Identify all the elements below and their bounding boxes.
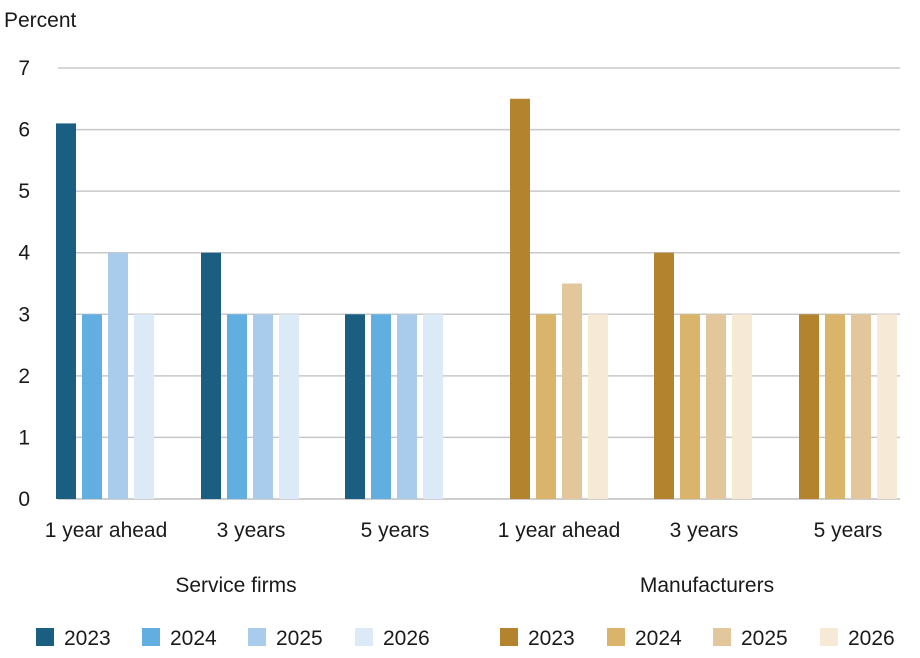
group-labels: Service firms Manufacturers [175, 574, 774, 597]
legend-label: 2024 [635, 627, 682, 650]
bar [536, 314, 556, 499]
bar [279, 314, 299, 499]
legend-swatch [36, 628, 54, 646]
x-tick-label: 1 year ahead [45, 519, 168, 542]
legend-swatch [355, 628, 373, 646]
legend-swatch [820, 628, 838, 646]
y-tick-label: 3 [18, 303, 30, 326]
bars [56, 98, 897, 500]
bar [345, 314, 365, 499]
bar [108, 252, 128, 499]
bar [134, 314, 154, 499]
bar [510, 98, 530, 500]
x-tick-labels: 1 year ahead 3 years 5 years 1 year ahead 3 … [45, 519, 883, 542]
group-label: Manufacturers [640, 574, 774, 597]
bar [877, 314, 897, 499]
bar [706, 314, 726, 499]
y-tick-label: 2 [18, 365, 30, 388]
bar [397, 314, 417, 499]
legend-label: 2023 [528, 627, 575, 650]
y-tick-label: 6 [18, 119, 30, 142]
bar [201, 252, 221, 499]
legend-swatch [713, 628, 731, 646]
y-tick-label: 4 [18, 242, 30, 265]
bar [227, 314, 247, 499]
x-tick-label: 1 year ahead [498, 519, 621, 542]
y-tick-labels: 0 1 2 3 4 5 6 7 [18, 57, 30, 511]
legend-label: 2024 [170, 627, 217, 650]
y-tick-label: 5 [18, 180, 30, 203]
legend-label: 2025 [276, 627, 323, 650]
legend-label: 2025 [741, 627, 788, 650]
x-tick-label: 5 years [814, 519, 883, 542]
y-tick-label: 7 [18, 57, 30, 80]
bar [253, 314, 273, 499]
group-label: Service firms [175, 574, 296, 597]
bar [588, 314, 608, 499]
y-tick-label: 0 [18, 488, 30, 511]
bar [799, 314, 819, 499]
legend-swatch [500, 628, 518, 646]
bar [851, 314, 871, 499]
gridlines [58, 67, 900, 500]
bar [423, 314, 443, 499]
x-tick-label: 5 years [361, 519, 430, 542]
bar [56, 123, 76, 500]
legend-label: 2023 [64, 627, 111, 650]
legend: 2023 2024 2025 2026 2023 2024 2025 2026 [36, 627, 895, 650]
y-tick-label: 1 [18, 426, 30, 449]
bar [732, 314, 752, 499]
bar [825, 314, 845, 499]
bar [371, 314, 391, 499]
x-tick-label: 3 years [670, 519, 739, 542]
x-tick-label: 3 years [217, 519, 286, 542]
legend-label: 2026 [848, 627, 895, 650]
legend-swatch [248, 628, 266, 646]
bar [654, 252, 674, 499]
bar [680, 314, 700, 499]
y-axis-label: Percent [4, 9, 77, 32]
legend-swatch [607, 628, 625, 646]
legend-swatch [142, 628, 160, 646]
legend-label: 2026 [383, 627, 430, 650]
bar [82, 314, 102, 499]
bar [562, 283, 582, 499]
